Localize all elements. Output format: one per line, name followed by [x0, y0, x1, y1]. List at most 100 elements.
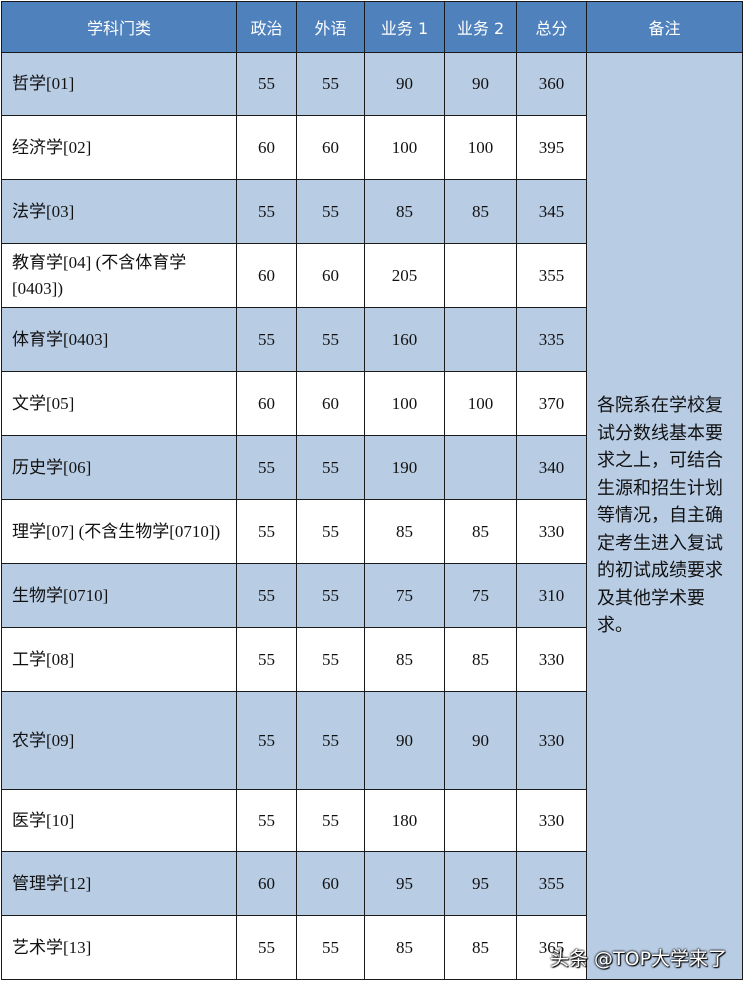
- cell-subject: 理学[07] (不含生物学[0710]): [1, 499, 237, 564]
- cell-subject: 体育学[0403]: [1, 307, 237, 372]
- table-row: 医学[10] 55 55 180 330: [1, 789, 743, 852]
- cell-language: 60: [296, 371, 365, 436]
- cell-subject: 教育学[04] (不含体育学[0403]): [1, 243, 237, 308]
- cell-course1: 100: [364, 371, 445, 436]
- cell-politics: 55: [236, 563, 297, 628]
- cell-subject: 艺术学[13]: [1, 915, 237, 980]
- cell-subject: 农学[09]: [1, 691, 237, 790]
- cell-total: 330: [516, 789, 587, 852]
- column-header: 业务 1: [364, 1, 445, 53]
- cell-course1: 180: [364, 789, 445, 852]
- cell-language: 60: [296, 851, 365, 916]
- cell-course2: [444, 243, 517, 308]
- cell-course1: 85: [364, 627, 445, 692]
- cell-course1: 190: [364, 435, 445, 500]
- cell-politics: 55: [236, 915, 297, 980]
- table-row: 工学[08] 55 55 85 85 330: [1, 627, 743, 692]
- table-row: 理学[07] (不含生物学[0710]) 55 55 85 85 330: [1, 499, 743, 564]
- cell-course1: 90: [364, 691, 445, 790]
- cell-course1: 85: [364, 499, 445, 564]
- cell-course2: 95: [444, 851, 517, 916]
- cell-total: 360: [516, 52, 587, 116]
- column-header: 政治: [236, 1, 297, 53]
- cell-subject: 历史学[06]: [1, 435, 237, 500]
- cell-course2: [444, 789, 517, 852]
- cell-course1: 205: [364, 243, 445, 308]
- cell-language: 55: [296, 52, 365, 116]
- cell-language: 55: [296, 179, 365, 244]
- cell-language: 60: [296, 115, 365, 180]
- table-row: 历史学[06] 55 55 190 340: [1, 435, 743, 500]
- cell-politics: 55: [236, 627, 297, 692]
- cell-subject: 哲学[01]: [1, 52, 237, 116]
- cell-total: 310: [516, 563, 587, 628]
- cell-total: 340: [516, 435, 587, 500]
- table-row: 艺术学[13] 55 55 85 85 365: [1, 915, 743, 980]
- cell-course1: 90: [364, 52, 445, 116]
- cell-course2: 90: [444, 52, 517, 116]
- cell-course2: [444, 307, 517, 372]
- watermark: 头条 @TOP大学来了: [550, 948, 728, 970]
- table-row: 教育学[04] (不含体育学[0403]) 60 60 205 355: [1, 243, 743, 308]
- cell-total: 330: [516, 691, 587, 790]
- cell-total: 365: [516, 915, 587, 980]
- cell-course2: 85: [444, 179, 517, 244]
- cell-subject: 文学[05]: [1, 371, 237, 436]
- cell-total: 335: [516, 307, 587, 372]
- table-row: 法学[03] 55 55 85 85 345: [1, 179, 743, 244]
- cell-language: 55: [296, 499, 365, 564]
- column-header: 备注: [586, 1, 743, 53]
- cell-course2: 100: [444, 371, 517, 436]
- cell-total: 370: [516, 371, 587, 436]
- cell-course2: [444, 435, 517, 500]
- cell-language: 55: [296, 789, 365, 852]
- cell-total: 330: [516, 499, 587, 564]
- cell-course2: 85: [444, 499, 517, 564]
- cell-language: 55: [296, 691, 365, 790]
- cell-subject: 法学[03]: [1, 179, 237, 244]
- cell-politics: 55: [236, 789, 297, 852]
- cell-course2: 85: [444, 627, 517, 692]
- cell-politics: 55: [236, 435, 297, 500]
- cell-politics: 60: [236, 115, 297, 180]
- cell-language: 55: [296, 435, 365, 500]
- cell-total: 330: [516, 627, 587, 692]
- cell-politics: 55: [236, 307, 297, 372]
- cell-subject: 管理学[12]: [1, 851, 237, 916]
- cell-subject: 工学[08]: [1, 627, 237, 692]
- table-row: 哲学[01] 55 55 90 90 360 各院系在学校复试分数线基本要求之上，可结合生源…: [1, 52, 743, 980]
- cell-subject: 经济学[02]: [1, 115, 237, 180]
- cell-course2: 75: [444, 563, 517, 628]
- cell-politics: 60: [236, 851, 297, 916]
- cell-language: 60: [296, 243, 365, 308]
- cell-course2: 100: [444, 115, 517, 180]
- table-row: 体育学[0403] 55 55 160 335: [1, 307, 743, 372]
- cell-politics: 55: [236, 52, 297, 116]
- cell-course2: 90: [444, 691, 517, 790]
- table-row: 经济学[02] 60 60 100 100 395: [1, 115, 743, 180]
- cell-course2: 85: [444, 915, 517, 980]
- cell-language: 55: [296, 627, 365, 692]
- cell-course1: 95: [364, 851, 445, 916]
- table-row: 文学[05] 60 60 100 100 370: [1, 371, 743, 436]
- table-row: 生物学[0710] 55 55 75 75 310: [1, 563, 743, 628]
- cell-course1: 85: [364, 179, 445, 244]
- cell-total: 355: [516, 243, 587, 308]
- cell-remark: 各院系在学校复试分数线基本要求之上，可结合生源和招生计划等情况，自主确定考生进入…: [586, 52, 743, 980]
- cell-total: 345: [516, 179, 587, 244]
- cell-subject: 医学[10]: [1, 789, 237, 852]
- cell-politics: 55: [236, 691, 297, 790]
- cell-course1: 100: [364, 115, 445, 180]
- header-row: 学科门类 政治 外语 业务 1 业务 2 总分 备注: [1, 1, 743, 53]
- cell-course1: 85: [364, 915, 445, 980]
- cell-subject: 生物学[0710]: [1, 563, 237, 628]
- cell-course1: 160: [364, 307, 445, 372]
- cell-politics: 55: [236, 499, 297, 564]
- cell-language: 55: [296, 563, 365, 628]
- column-header: 总分: [516, 1, 587, 53]
- cell-course1: 75: [364, 563, 445, 628]
- column-header: 外语: [296, 1, 365, 53]
- cell-language: 55: [296, 307, 365, 372]
- cell-total: 355: [516, 851, 587, 916]
